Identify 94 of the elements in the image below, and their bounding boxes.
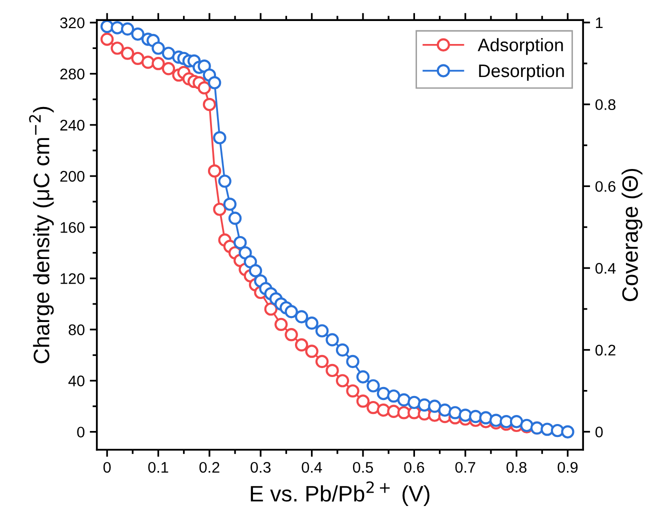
y-tick-label: 80 xyxy=(68,324,84,336)
y-tick-label: 280 xyxy=(60,68,84,80)
point xyxy=(356,370,370,384)
point xyxy=(479,411,492,424)
x-tick-label: 0 xyxy=(103,462,111,473)
point xyxy=(284,328,298,342)
x-tick-label: 0.4 xyxy=(302,462,322,473)
y-tick-label: 40 xyxy=(68,376,84,386)
point xyxy=(244,255,257,268)
y-tick-label: 0 xyxy=(77,426,84,438)
y-axis-title: Charge density (μC cm$^{−2}$) xyxy=(29,106,54,364)
point xyxy=(376,386,390,400)
point xyxy=(540,422,554,436)
point xyxy=(448,406,462,420)
point xyxy=(346,354,360,368)
point xyxy=(397,393,411,406)
point xyxy=(110,21,124,34)
point xyxy=(213,131,226,144)
point xyxy=(336,343,350,357)
point xyxy=(356,394,370,408)
point xyxy=(198,59,211,73)
point xyxy=(428,400,442,413)
point xyxy=(387,389,400,403)
point xyxy=(131,52,144,66)
x-tick-label: 0.7 xyxy=(455,462,476,473)
y2-axis-title: Coverage (Θ) xyxy=(622,168,642,302)
y2-tick-label: 0 xyxy=(595,426,603,438)
x-tick-label: 0.1 xyxy=(148,462,168,473)
y-tick-label: 240 xyxy=(60,120,84,131)
point xyxy=(387,404,400,418)
x-tick-label: 0.8 xyxy=(506,462,526,473)
x-tick-label: 0.9 xyxy=(558,462,578,473)
legend-label: Desorption xyxy=(479,64,564,81)
point xyxy=(326,364,339,378)
x-tick-label: 0.6 xyxy=(404,462,424,473)
point xyxy=(315,324,329,338)
point xyxy=(248,264,262,278)
y-tick-label: 120 xyxy=(60,273,84,284)
point xyxy=(489,414,503,427)
point xyxy=(131,28,144,41)
point xyxy=(238,246,252,260)
point xyxy=(141,56,155,69)
point xyxy=(458,408,472,422)
x-tick-label: 0.3 xyxy=(250,462,271,473)
point xyxy=(152,56,165,70)
point xyxy=(120,46,134,60)
point xyxy=(294,310,308,324)
point xyxy=(284,305,298,318)
y2-tick-label: 0.6 xyxy=(595,181,616,192)
point xyxy=(346,384,360,398)
point xyxy=(213,202,226,216)
point xyxy=(228,212,242,225)
x-axis-title: E vs. Pb/Pb$^{2+}$ (V) xyxy=(250,481,430,506)
point xyxy=(274,318,288,332)
point xyxy=(336,374,350,388)
point xyxy=(234,236,247,250)
point xyxy=(162,62,176,76)
y2-tick-label: 0.8 xyxy=(595,99,616,110)
y2-tick-label: 0.2 xyxy=(595,344,616,356)
point xyxy=(561,425,574,438)
y-tick-label: 200 xyxy=(60,170,84,182)
x-tick-label: 0.5 xyxy=(352,462,373,473)
y2-tick-label: 0.4 xyxy=(595,262,616,274)
y2-tick-label: 1 xyxy=(596,18,603,28)
point xyxy=(223,198,237,211)
point xyxy=(315,354,329,368)
point xyxy=(366,379,380,392)
point xyxy=(366,400,380,414)
point xyxy=(294,338,308,352)
point xyxy=(198,81,211,94)
y-tick-label: 160 xyxy=(60,222,84,233)
point xyxy=(376,404,390,417)
point xyxy=(208,76,222,90)
point xyxy=(438,404,452,417)
point xyxy=(218,174,232,188)
point xyxy=(208,164,222,178)
point xyxy=(305,316,318,330)
point xyxy=(550,424,564,438)
y-tick-label: 320 xyxy=(60,17,84,28)
point xyxy=(305,344,318,358)
point xyxy=(202,98,216,112)
point xyxy=(510,415,524,428)
point xyxy=(418,398,431,412)
point xyxy=(326,333,339,346)
point xyxy=(110,42,124,55)
point xyxy=(152,42,165,55)
point xyxy=(408,396,421,410)
point xyxy=(162,46,176,60)
point xyxy=(120,22,134,36)
point xyxy=(100,32,114,46)
point xyxy=(264,302,278,316)
point xyxy=(468,410,482,424)
x-tick-label: 0.2 xyxy=(199,462,220,473)
legend-label: Adsorption xyxy=(478,38,563,55)
